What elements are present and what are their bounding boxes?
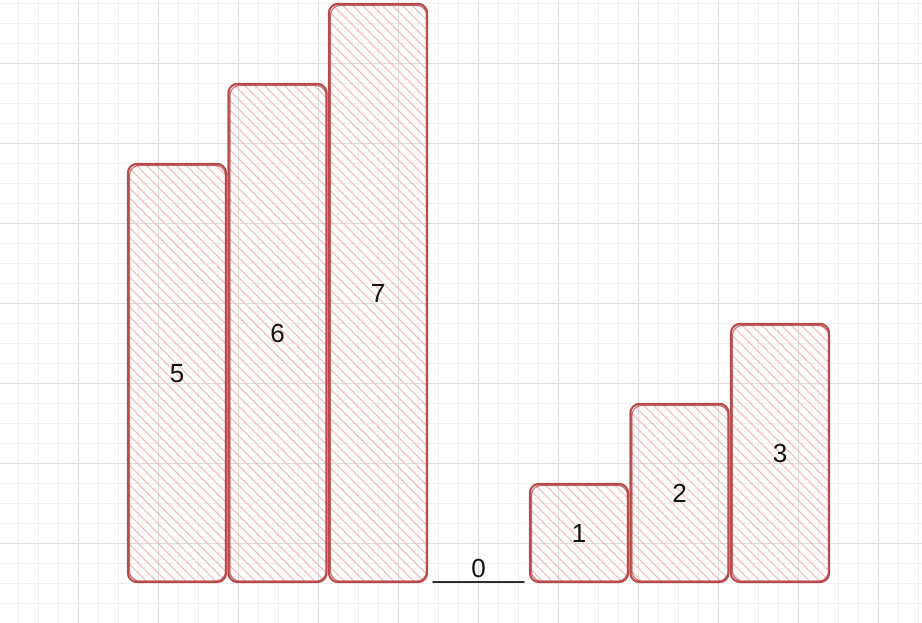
bar-label-0: 0: [471, 553, 485, 583]
bar-1-sketch-outline: [530, 484, 629, 582]
bar-3-sketch-outline: [731, 324, 830, 582]
bar-label-5: 5: [170, 358, 184, 388]
bar-7-sketch-outline: [329, 4, 428, 582]
bar-label-3: 3: [773, 438, 787, 468]
bar-label-2: 2: [672, 478, 686, 508]
bar-label-6: 6: [270, 318, 284, 348]
bar-5-sketch-outline: [128, 164, 227, 582]
bar-label-7: 7: [371, 278, 385, 308]
bar-2-sketch-outline: [631, 404, 729, 582]
bar-label-1: 1: [572, 518, 586, 548]
bar-6-sketch-outline: [229, 84, 327, 582]
